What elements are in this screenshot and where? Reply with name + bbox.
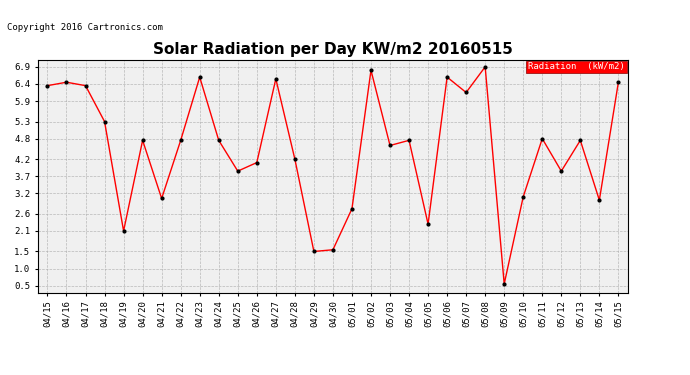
Text: Radiation  (kW/m2): Radiation (kW/m2) [529, 62, 625, 71]
Title: Solar Radiation per Day KW/m2 20160515: Solar Radiation per Day KW/m2 20160515 [153, 42, 513, 57]
Text: Copyright 2016 Cartronics.com: Copyright 2016 Cartronics.com [7, 23, 163, 32]
